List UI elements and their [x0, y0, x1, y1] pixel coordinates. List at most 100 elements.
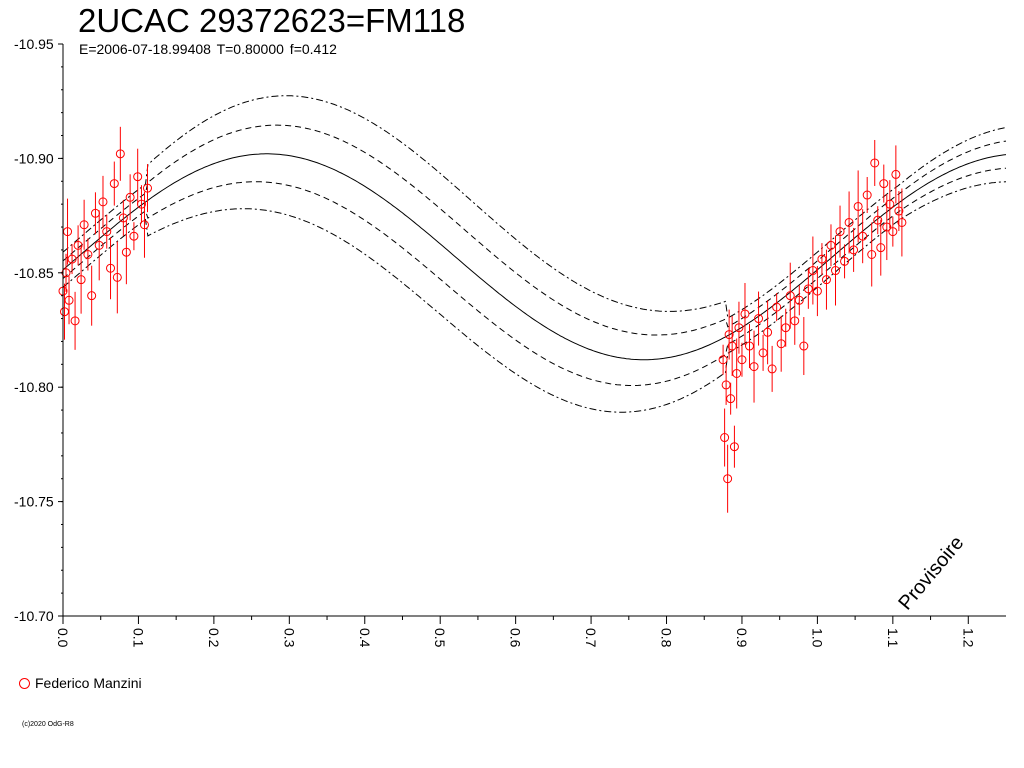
- data-point: [139, 220, 149, 230]
- copyright-text: (c)2020 OdG-R8: [22, 721, 74, 728]
- x-tick-label: 0.3: [281, 628, 297, 648]
- data-point: [840, 256, 850, 266]
- x-tick-label: 1.2: [960, 628, 976, 648]
- data-point: [73, 240, 83, 250]
- y-tick-label: -10.80: [14, 379, 54, 395]
- data-point: [98, 197, 108, 207]
- data-point: [115, 149, 125, 159]
- data-point: [67, 254, 77, 264]
- data-point: [849, 245, 859, 255]
- data-point: [758, 348, 768, 358]
- data-point: [83, 249, 93, 259]
- data-point: [790, 316, 800, 326]
- data-point: [894, 206, 904, 216]
- model-curve-dashdot: [62, 181, 1007, 413]
- data-point: [142, 183, 152, 193]
- ephemeris-subtitle: E=2006-07-18.99408 T=0.80000 f=0.412: [79, 41, 337, 57]
- legend: Federico Manzini: [19, 675, 142, 691]
- model-curves: [62, 95, 1007, 413]
- data-point: [808, 266, 818, 276]
- y-tick-label: -10.95: [14, 36, 54, 52]
- data-point: [718, 355, 728, 365]
- data-point: [720, 433, 730, 443]
- x-tick-label: 0.0: [55, 628, 71, 648]
- data-point: [772, 302, 782, 312]
- legend-circle-marker: [19, 677, 30, 689]
- data-point: [121, 247, 131, 257]
- data-point: [129, 231, 139, 241]
- data-point: [888, 227, 898, 237]
- data-point: [133, 172, 143, 182]
- data-point: [79, 220, 89, 230]
- data-point: [794, 295, 804, 305]
- data-point: [740, 309, 750, 319]
- data-point: [776, 339, 786, 349]
- data-point: [125, 192, 135, 202]
- data-point: [803, 284, 813, 294]
- y-tick-label: -10.75: [14, 494, 54, 510]
- data-point: [862, 190, 872, 200]
- data-point: [109, 179, 119, 189]
- data-point: [76, 275, 86, 285]
- observation-points: [58, 126, 907, 513]
- data-point: [118, 213, 128, 223]
- data-point: [897, 217, 907, 227]
- x-tick-label: 0.2: [206, 628, 222, 648]
- data-point: [812, 286, 822, 296]
- data-point: [102, 227, 112, 237]
- data-point: [831, 266, 841, 276]
- model-curve-solid: [62, 153, 1007, 361]
- data-point: [60, 307, 70, 317]
- data-point: [737, 355, 747, 365]
- x-tick-label: 0.1: [130, 628, 146, 648]
- data-point: [876, 243, 886, 253]
- data-point: [799, 341, 809, 351]
- data-point: [87, 291, 97, 301]
- data-point: [826, 240, 836, 250]
- legend-observer-label: Federico Manzini: [35, 675, 142, 691]
- data-point: [885, 199, 895, 209]
- x-tick-label: 0.5: [432, 628, 448, 648]
- data-point: [63, 227, 73, 237]
- data-point: [112, 272, 122, 282]
- x-tick-label: 0.7: [583, 628, 599, 648]
- y-tick-label: -10.85: [14, 265, 54, 281]
- data-point: [867, 249, 877, 259]
- data-point: [727, 341, 737, 351]
- data-point: [767, 364, 777, 374]
- chart-title: 2UCAC 29372623=FM118: [78, 2, 466, 39]
- data-point: [891, 169, 901, 179]
- data-point: [721, 380, 731, 390]
- data-point: [821, 275, 831, 285]
- data-point: [853, 201, 863, 211]
- x-tick-label: 1.1: [885, 628, 901, 648]
- data-point: [844, 217, 854, 227]
- x-tick-label: 0.4: [357, 628, 373, 648]
- y-tick-label: -10.90: [14, 150, 54, 166]
- data-point: [734, 323, 744, 333]
- model-curve-dashed: [62, 124, 1007, 336]
- data-point: [873, 215, 883, 225]
- data-point: [732, 368, 742, 378]
- data-point: [70, 316, 80, 326]
- data-point: [726, 394, 736, 404]
- data-point: [94, 240, 104, 250]
- data-point: [729, 442, 739, 452]
- data-point: [870, 158, 880, 168]
- data-point: [785, 291, 795, 301]
- axes: -10.95 -10.90 -10.85 -10.80 -10.75 -10.700.0 0…: [14, 36, 1006, 648]
- model-curve-dashed: [62, 167, 1007, 386]
- data-point: [64, 295, 74, 305]
- data-point: [754, 314, 764, 324]
- x-tick-label: 0.9: [734, 628, 750, 648]
- x-tick-label: 0.6: [508, 628, 524, 648]
- data-point: [749, 362, 759, 372]
- x-tick-label: 1.0: [809, 628, 825, 648]
- data-point: [781, 323, 791, 333]
- data-point: [817, 254, 827, 264]
- data-point: [723, 474, 733, 484]
- y-tick-label: -10.70: [14, 608, 54, 624]
- data-point: [763, 327, 773, 337]
- data-point: [835, 227, 845, 237]
- x-tick-label: 0.8: [659, 628, 675, 648]
